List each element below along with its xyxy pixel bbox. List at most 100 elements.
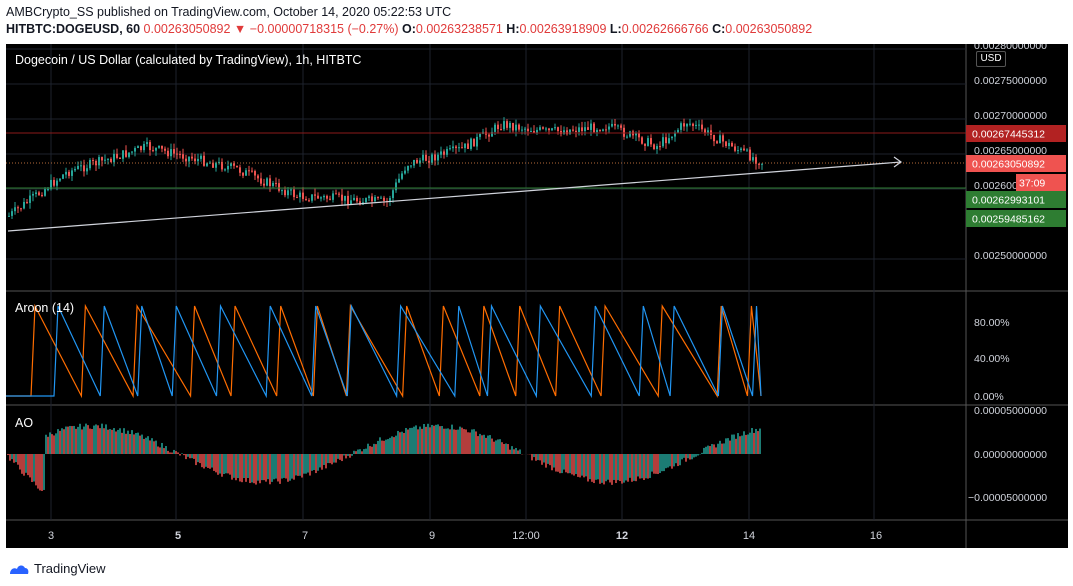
candle [281, 189, 283, 196]
candle [728, 139, 730, 150]
candle [413, 159, 415, 169]
trend-line[interactable] [7, 161, 902, 232]
candle [599, 129, 601, 133]
trend-arrow-icon [893, 156, 903, 168]
ohlc-header: HITBTC:DOGEUSD, 60 0.00263050892 ▼ −0.00… [6, 22, 812, 36]
candle [152, 146, 154, 153]
candle [725, 140, 727, 148]
candle [188, 156, 190, 168]
candle [509, 121, 511, 134]
candle [86, 164, 88, 175]
candle [392, 188, 394, 203]
price-axis-label: 0.00270000000 [974, 110, 1047, 122]
ao-axis-label: 0.00000000000 [974, 449, 1047, 461]
candle [677, 128, 679, 134]
candle [158, 145, 160, 149]
candle [350, 194, 352, 205]
candle [29, 189, 31, 209]
candle [317, 192, 319, 199]
candle [101, 156, 103, 167]
tradingview-logo[interactable]: TradingView [8, 561, 106, 576]
price-axis-label: 0.00250000000 [974, 250, 1047, 262]
candle [671, 136, 673, 141]
candle [179, 150, 181, 159]
candle [749, 146, 751, 162]
time-axis-label: 12:00 [512, 530, 540, 542]
ao-axis-label: −0.00005000000 [968, 492, 1047, 504]
candle [95, 159, 97, 172]
high-value: 0.00263918909 [519, 22, 607, 36]
candle [647, 135, 649, 147]
ao-axis-label: 0.00005000000 [974, 405, 1047, 417]
currency-button[interactable]: USD [976, 51, 1006, 67]
candle [128, 152, 130, 159]
candle [149, 140, 151, 156]
candle [707, 127, 709, 136]
candle [368, 194, 370, 202]
candle [134, 146, 136, 157]
candle [260, 172, 262, 186]
candle [683, 118, 685, 131]
candle [167, 147, 169, 159]
candle [263, 178, 265, 189]
candle [299, 190, 301, 203]
candle [407, 165, 409, 174]
candle [233, 160, 235, 169]
candle [356, 195, 358, 204]
candle [566, 127, 568, 136]
candle [38, 190, 40, 196]
candle [332, 190, 334, 203]
candle [8, 212, 10, 217]
candle [722, 133, 724, 148]
candle [311, 194, 313, 203]
candle [236, 165, 238, 168]
candle [293, 186, 295, 201]
candle [572, 125, 574, 132]
chart-canvas[interactable]: 0.00280000000 0.00275000000 0.0027000000… [6, 40, 1068, 548]
candle [743, 144, 745, 152]
candle [617, 124, 619, 130]
candle [221, 158, 223, 172]
open-label: O: [402, 22, 416, 36]
candle [122, 150, 124, 162]
candle [218, 157, 220, 165]
candle [269, 174, 271, 192]
candle [422, 150, 424, 163]
price-change: −0.00000718315 (−0.27%) [249, 22, 399, 36]
candle [17, 205, 19, 213]
symbol-label[interactable]: HITBTC:DOGEUSD, 60 [6, 22, 141, 36]
candle [227, 160, 229, 173]
candle [419, 157, 421, 167]
candle [302, 187, 304, 202]
candle [20, 207, 22, 212]
candle [713, 134, 715, 147]
candle [746, 148, 748, 152]
candle [251, 167, 253, 173]
candle [554, 123, 556, 131]
candle [182, 148, 184, 162]
candle [110, 157, 112, 163]
chart-area[interactable]: 0.00280000000 0.00275000000 0.0027000000… [6, 40, 1068, 548]
aroon-axis-label: 80.00% [974, 317, 1010, 329]
candle [587, 121, 589, 130]
candle [629, 130, 631, 138]
candle [305, 196, 307, 201]
last-price-text: 0.00263050892 [972, 159, 1045, 171]
candle [641, 136, 643, 145]
candle [710, 124, 712, 140]
candle [740, 147, 742, 153]
low-label: L: [609, 22, 622, 36]
candle [455, 145, 457, 154]
candle [212, 159, 214, 168]
candle [575, 126, 577, 138]
candle [473, 138, 475, 147]
open-value: 0.00263238571 [415, 22, 503, 36]
candle [680, 121, 682, 134]
candle [608, 123, 610, 134]
support-price-text: 0.00262993101 [972, 195, 1045, 207]
candle [290, 187, 292, 196]
candle [563, 126, 565, 135]
candle [326, 194, 328, 203]
aroon-axis-label: 40.00% [974, 353, 1010, 365]
countdown-text: 37:09 [1019, 178, 1045, 190]
